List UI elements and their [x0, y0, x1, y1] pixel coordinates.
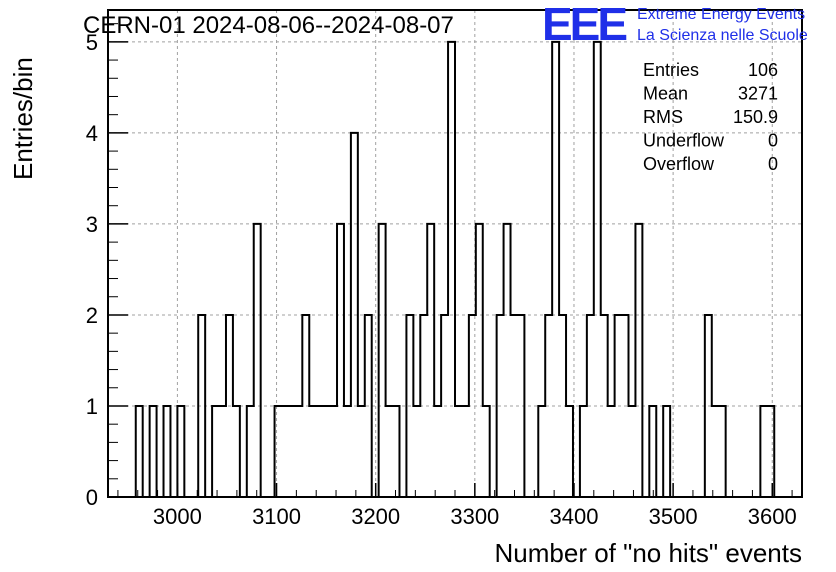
stats-value: 0 [768, 131, 778, 151]
eee-logo: EEE Extreme Energy Events La Scienza nel… [542, 0, 808, 50]
x-tick-labels: 3000 3100 3200 3300 3400 3500 3600 [153, 504, 797, 529]
chart-title: CERN-01 2024-08-06--2024-08-07 [83, 12, 454, 39]
axis-ticks [108, 23, 793, 498]
x-tick-label: 3000 [153, 504, 202, 529]
y-tick-label: 2 [86, 303, 98, 328]
y-axis-label: Entries/bin [8, 57, 38, 180]
y-tick-label: 5 [86, 30, 98, 55]
x-tick-label: 3200 [351, 504, 400, 529]
logo-line-1: Extreme Energy Events [637, 6, 805, 23]
x-tick-label: 3300 [450, 504, 499, 529]
stats-label: Underflow [643, 131, 725, 151]
stats-value: 106 [748, 60, 778, 80]
stats-value: 3271 [738, 84, 778, 104]
x-tick-label: 3100 [252, 504, 301, 529]
x-tick-label: 3500 [649, 504, 698, 529]
stats-box: Entries 106 Mean 3271 RMS 150.9 Underflow 0 Over… [643, 60, 778, 174]
stats-value: 150.9 [733, 107, 778, 127]
x-tick-label: 3400 [549, 504, 598, 529]
stats-label: Entries [643, 60, 699, 80]
x-axis-label: Number of "no hits" events [495, 538, 803, 568]
y-tick-label: 1 [86, 394, 98, 419]
stats-value: 0 [768, 154, 778, 174]
logo-line-2: La Scienza nelle Scuole [637, 27, 808, 44]
stats-label: RMS [643, 107, 683, 127]
y-tick-label: 4 [86, 121, 98, 146]
stats-label: Overflow [643, 154, 715, 174]
y-tick-label: 0 [86, 485, 98, 510]
logo-mark: EEE [542, 0, 626, 50]
stats-label: Mean [643, 84, 688, 104]
y-tick-label: 3 [86, 212, 98, 237]
x-tick-label: 3600 [748, 504, 797, 529]
histogram-line [134, 40, 776, 498]
y-tick-labels: 0 1 2 3 4 5 [86, 30, 98, 510]
